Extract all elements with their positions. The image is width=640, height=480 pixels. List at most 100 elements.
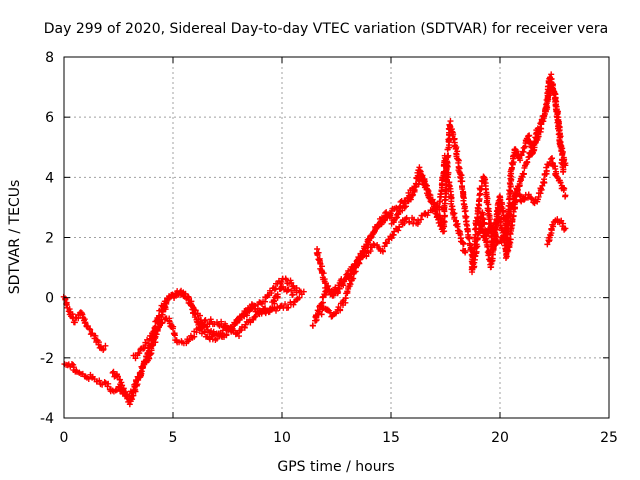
data-point [435,204,442,211]
data-point [109,369,116,376]
data-point [262,305,269,312]
data-point [535,133,542,140]
data-point [469,265,476,272]
data-point [547,156,554,163]
y-tick-label: 6 [45,110,54,126]
data-point [427,192,434,199]
data-point [401,204,408,211]
data-point [332,310,339,317]
data-point [519,173,526,180]
x-tick-label: 10 [273,430,291,446]
data-point [356,260,363,267]
data-point [460,240,467,247]
x-axis-label: GPS time / hours [277,459,394,475]
data-point [82,319,89,326]
data-point [300,288,307,295]
data-point [507,236,514,243]
series-track-a [60,293,109,354]
data-point [399,207,406,214]
data-point [181,291,188,298]
data-point [560,187,567,194]
data-point [516,155,523,162]
data-point [196,312,203,319]
data-point [467,246,474,253]
data-point [424,212,431,219]
data-point [513,186,520,193]
y-tick-label: 8 [45,50,54,66]
data-point [460,197,467,204]
data-point [268,290,275,297]
data-point [443,188,450,195]
data-point [282,301,289,308]
data-point [548,79,555,86]
data-point [100,346,107,353]
data-points [60,71,569,408]
data-point [447,118,454,125]
data-point [130,392,137,399]
data-point [210,328,217,335]
data-point [395,227,402,234]
data-point [92,332,99,339]
data-point [472,231,479,238]
y-axis-label: SDTVAR / TECUs [7,180,23,295]
data-point [202,316,209,323]
data-point [512,190,519,197]
data-point [406,219,413,226]
data-point [79,311,86,318]
data-point [71,319,78,326]
data-point [504,218,511,225]
data-point [516,180,523,187]
series-track-d [130,283,296,362]
y-tick-label: -4 [40,411,54,427]
data-point [476,192,483,199]
data-point [556,134,563,141]
data-point [395,211,402,218]
data-point [347,281,354,288]
data-point [159,320,166,327]
data-point [409,192,416,199]
x-tick-label: 25 [600,430,618,446]
data-point [401,220,408,227]
series-track-i [471,155,569,271]
data-point [478,223,485,230]
data-point [410,191,417,198]
data-point [278,278,285,285]
data-point [396,223,403,230]
data-point [87,326,94,333]
data-point [379,247,386,254]
data-point [272,307,279,314]
data-point [538,125,545,132]
data-point [534,136,541,143]
data-point [230,327,237,334]
data-point [68,361,75,368]
data-point [484,197,491,204]
data-point [238,327,245,334]
data-point [509,216,516,223]
data-point [343,271,350,278]
data-point [451,214,458,221]
data-point [169,325,176,332]
data-point [411,187,418,194]
data-point [492,233,499,240]
data-point [521,195,528,202]
data-point [141,345,148,352]
x-tick-label: 5 [169,430,178,446]
data-point [309,322,316,329]
data-point [394,214,401,221]
data-point [363,252,370,259]
data-point [271,298,278,305]
y-tick-label: -2 [40,351,54,367]
data-point [543,167,550,174]
y-tick-label: 4 [45,170,54,186]
data-point [407,196,414,203]
data-point [168,292,175,299]
data-point [283,276,290,283]
data-point [158,307,165,314]
data-point [102,342,109,349]
data-point [160,304,167,311]
data-point [141,359,148,366]
data-point [429,196,436,203]
data-point [388,235,395,242]
data-point [252,312,259,319]
